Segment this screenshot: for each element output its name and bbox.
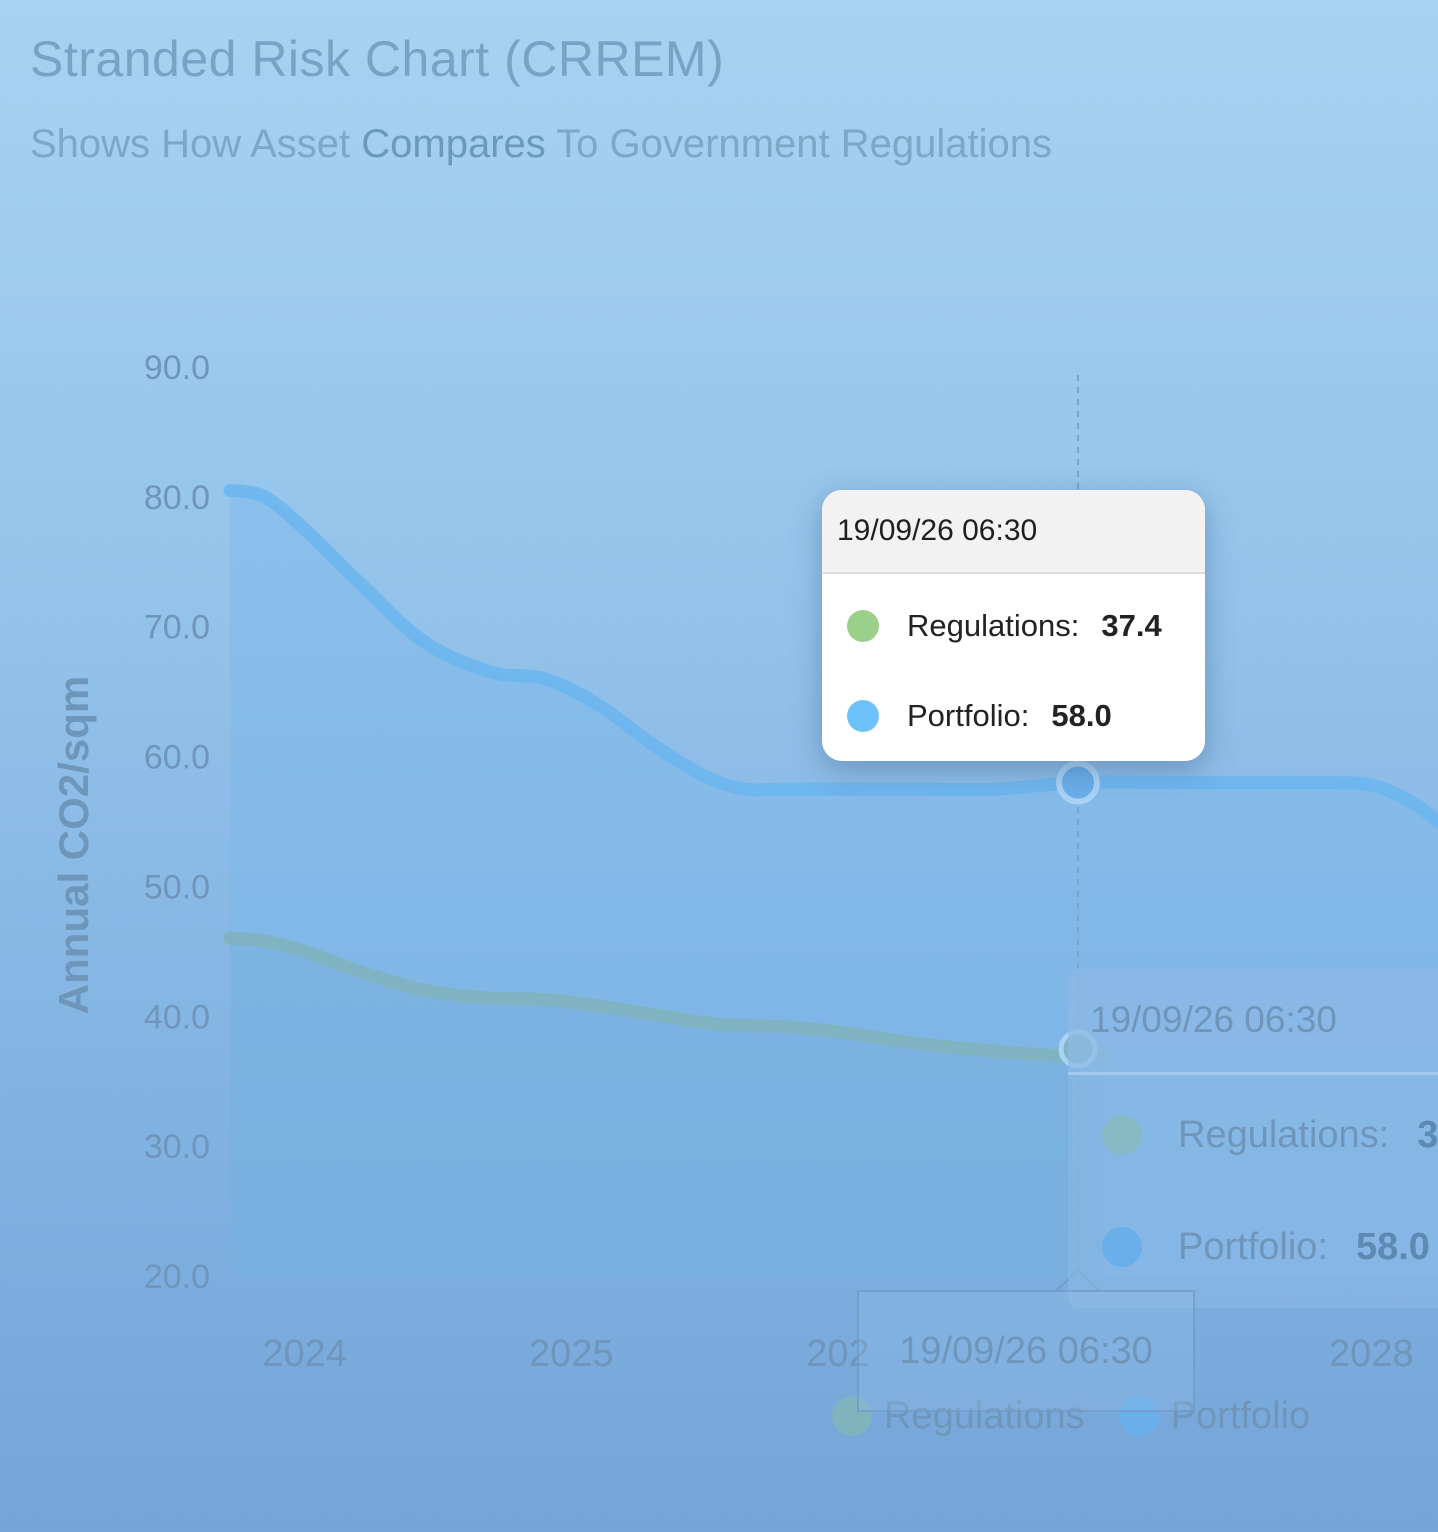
ghost-tooltip-datetime: 19/09/26 06:30 xyxy=(1068,968,1438,1075)
ghost-portfolio-label: Portfolio: xyxy=(1178,1225,1328,1268)
y-tick-label: 20.0 xyxy=(144,1258,210,1296)
tooltip-regulations-label: Regulations: xyxy=(907,608,1080,643)
tooltip-row-regulations: Regulations: 37.4 xyxy=(847,606,1162,646)
regulations-legend-icon xyxy=(832,1396,872,1436)
x-tick-label: 2024 xyxy=(262,1333,347,1375)
portfolio-dot-icon xyxy=(847,700,879,732)
portfolio-hover-marker xyxy=(1056,760,1100,805)
chart-legend: Regulations Portfolio xyxy=(832,1392,1344,1440)
regulations-series-line xyxy=(223,931,1112,1064)
tooltip-regulations-value: 37.4 xyxy=(1101,608,1162,643)
subtitle-part-1: Shows How Asset xyxy=(30,122,362,166)
x-tick-label: 2025 xyxy=(529,1333,614,1375)
x-crosshair-label: 19/09/26 06:30 xyxy=(857,1290,1195,1412)
ghost-tooltip-row-portfolio: Portfolio: 58.0 xyxy=(1102,1224,1430,1270)
subtitle-part-2: Compares xyxy=(361,122,546,166)
y-tick-label: 40.0 xyxy=(144,998,210,1036)
tooltip-portfolio-value: 58.0 xyxy=(1051,698,1112,733)
ghost-regulations-value: 3 xyxy=(1417,1113,1438,1156)
y-tick-label: 70.0 xyxy=(144,609,210,647)
tooltip-datetime: 19/09/26 06:30 xyxy=(822,490,1205,574)
y-tick-label: 90.0 xyxy=(144,349,210,387)
ghost-tooltip: 19/09/26 06:30 Regulations: 3 Portfolio:… xyxy=(1068,968,1438,1308)
legend-regulations-label: Regulations xyxy=(884,1394,1085,1437)
y-tick-label: 60.0 xyxy=(144,739,210,777)
y-axis-label: Annual CO2/sqm xyxy=(50,676,97,1014)
portfolio-dot-icon xyxy=(1102,1227,1142,1267)
subtitle-part-3: To Government Regulations xyxy=(545,122,1052,166)
legend-item-regulations[interactable]: Regulations xyxy=(832,1395,1085,1438)
ghost-portfolio-value: 58.0 xyxy=(1355,1225,1430,1268)
y-tick-label: 50.0 xyxy=(144,868,210,906)
regulations-series-area xyxy=(230,938,1105,1276)
y-tick-label: 80.0 xyxy=(144,479,210,517)
y-tick-label: 30.0 xyxy=(144,1128,210,1166)
tooltip-row-portfolio: Portfolio: 58.0 xyxy=(847,696,1112,736)
chart-title: Stranded Risk Chart (CRREM) xyxy=(30,31,725,87)
regulations-dot-icon xyxy=(847,610,879,642)
chart-tooltip: 19/09/26 06:30 Regulations: 37.4 Portfol… xyxy=(822,490,1205,761)
tooltip-portfolio-label: Portfolio: xyxy=(907,698,1030,733)
ghost-tooltip-row-regulations: Regulations: 3 xyxy=(1102,1112,1438,1158)
chart-subtitle: Shows How Asset Compares To Government R… xyxy=(30,122,1052,167)
portfolio-legend-icon xyxy=(1118,1396,1159,1436)
regulations-dot-icon xyxy=(1102,1115,1142,1155)
ghost-regulations-label: Regulations: xyxy=(1178,1113,1390,1156)
x-tick-label: 2028 xyxy=(1329,1333,1414,1375)
portfolio-series-line xyxy=(223,483,1438,828)
x-tick-label: 202 xyxy=(806,1333,869,1375)
